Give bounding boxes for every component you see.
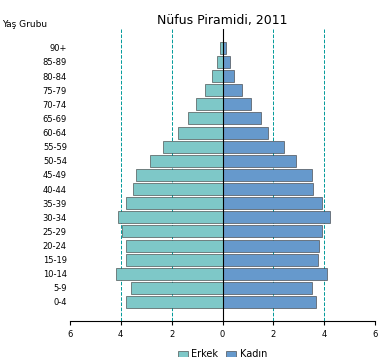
Bar [223, 268, 327, 280]
Bar [212, 70, 223, 82]
Bar [223, 169, 312, 181]
Bar [223, 98, 250, 110]
Bar [126, 197, 223, 209]
Bar [188, 112, 223, 125]
Bar [223, 282, 312, 294]
Bar [223, 183, 313, 195]
Bar [131, 282, 223, 294]
Bar [223, 42, 226, 54]
Text: Yaş Grubu: Yaş Grubu [2, 20, 48, 29]
Bar [223, 253, 318, 266]
Bar [163, 141, 223, 153]
Bar [134, 183, 223, 195]
Bar [223, 211, 330, 223]
Bar [223, 197, 322, 209]
Bar [223, 112, 261, 125]
Bar [126, 296, 223, 308]
Bar [126, 253, 223, 266]
Bar [196, 98, 223, 110]
Bar [205, 84, 223, 96]
Bar [223, 56, 230, 68]
Bar [223, 70, 234, 82]
Bar [217, 56, 223, 68]
Bar [223, 127, 269, 139]
Legend: Erkek, Kadın: Erkek, Kadın [174, 346, 271, 357]
Bar [223, 225, 322, 237]
Bar [118, 211, 223, 223]
Bar [220, 42, 223, 54]
Bar [223, 155, 296, 167]
Bar [126, 240, 223, 252]
Bar [223, 84, 241, 96]
Bar [223, 141, 284, 153]
Bar [122, 225, 223, 237]
Bar [178, 127, 223, 139]
Bar [150, 155, 223, 167]
Bar [223, 296, 315, 308]
Bar [136, 169, 223, 181]
Bar [223, 240, 319, 252]
Title: Nüfus Piramidi, 2011: Nüfus Piramidi, 2011 [157, 14, 288, 27]
Bar [116, 268, 223, 280]
